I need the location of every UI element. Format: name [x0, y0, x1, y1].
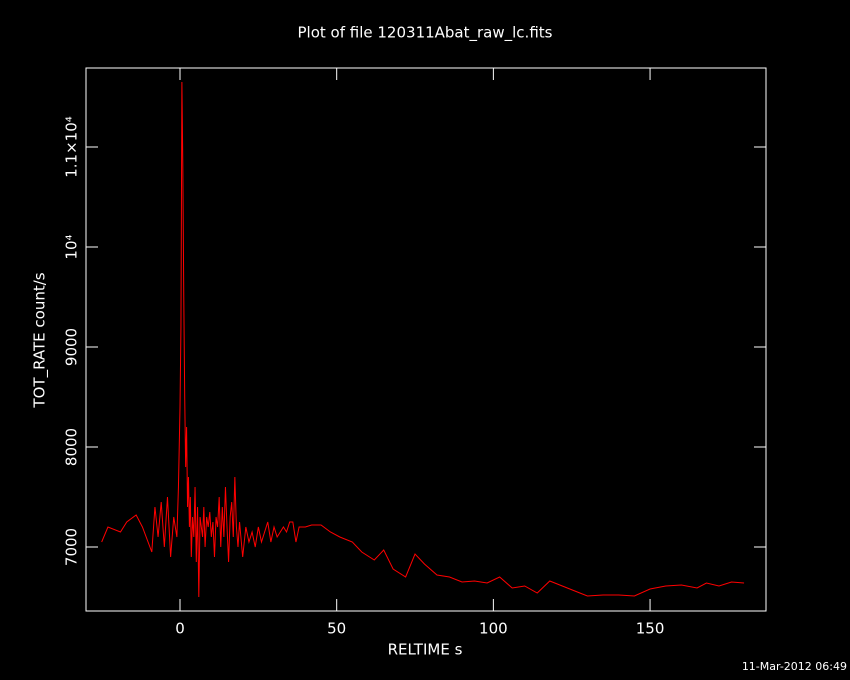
- x-tick-label: 50: [327, 620, 346, 638]
- y-tick-label: 8000: [63, 428, 81, 466]
- plot-frame: [85, 67, 767, 612]
- x-axis-label: RELTIME s: [388, 641, 463, 659]
- timestamp: 11-Mar-2012 06:49: [742, 660, 847, 673]
- x-tick-label: 100: [479, 620, 508, 638]
- chart-title: Plot of file 120311Abat_raw_lc.fits: [298, 24, 553, 43]
- x-tick-label: 150: [636, 620, 665, 638]
- y-tick-label: 7000: [63, 528, 81, 566]
- y-tick-label: 1.1×10⁴: [63, 116, 81, 178]
- y-tick-label: 10⁴: [63, 234, 81, 259]
- data-line: [101, 81, 745, 598]
- y-tick-label: 9000: [63, 328, 81, 366]
- x-tick-label: 0: [175, 620, 185, 638]
- y-axis-label: TOT_RATE count/s: [31, 272, 50, 408]
